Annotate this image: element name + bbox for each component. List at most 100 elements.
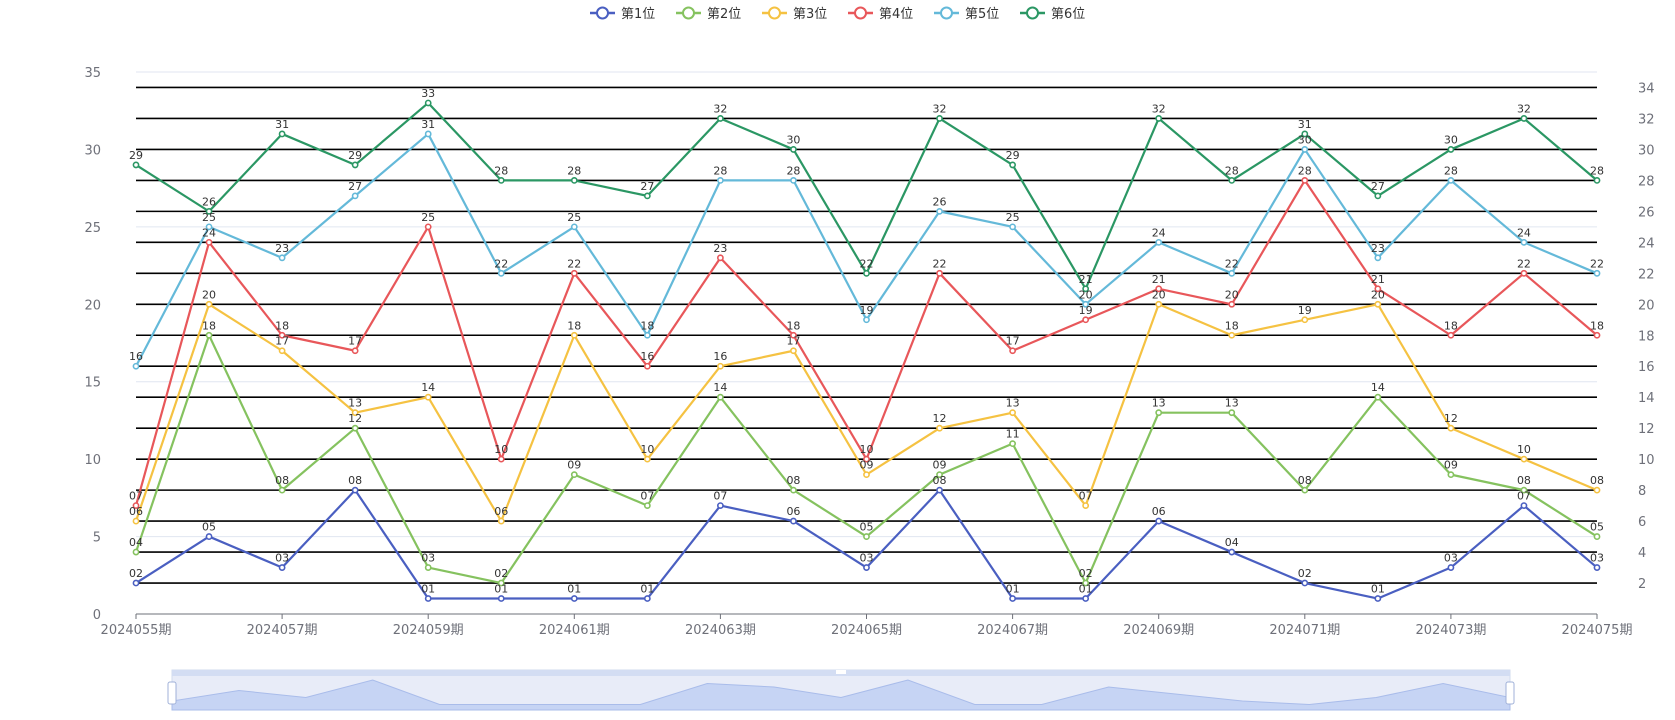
data-point[interactable] bbox=[1301, 316, 1309, 324]
data-point[interactable] bbox=[1374, 285, 1382, 293]
data-point[interactable] bbox=[1155, 115, 1163, 122]
data-point[interactable] bbox=[1374, 254, 1382, 262]
data-point[interactable] bbox=[790, 517, 797, 525]
data-point[interactable] bbox=[1009, 595, 1016, 602]
data-point[interactable] bbox=[643, 362, 651, 370]
data-point[interactable] bbox=[790, 486, 797, 494]
data-point[interactable] bbox=[1228, 300, 1236, 308]
data-point[interactable] bbox=[1228, 331, 1236, 339]
data-point[interactable] bbox=[936, 471, 943, 479]
legend-item-4[interactable]: 第4位 bbox=[848, 6, 913, 22]
data-point[interactable] bbox=[1520, 455, 1528, 463]
data-point[interactable] bbox=[1374, 192, 1382, 200]
data-point[interactable] bbox=[936, 207, 943, 215]
data-point[interactable] bbox=[205, 207, 213, 215]
data-point[interactable] bbox=[205, 223, 213, 231]
data-point[interactable] bbox=[1155, 300, 1163, 308]
legend-item-1[interactable]: 第1位 bbox=[590, 6, 655, 22]
data-point[interactable] bbox=[570, 269, 578, 277]
data-point[interactable] bbox=[497, 455, 505, 463]
data-point[interactable] bbox=[1155, 285, 1163, 293]
data-point[interactable] bbox=[717, 115, 724, 122]
data-point[interactable] bbox=[424, 130, 432, 138]
data-point[interactable] bbox=[497, 595, 505, 602]
data-point[interactable] bbox=[1593, 176, 1601, 184]
data-point[interactable] bbox=[863, 269, 870, 277]
data-point[interactable] bbox=[351, 424, 359, 432]
data-point[interactable] bbox=[717, 393, 724, 401]
data-point[interactable] bbox=[1374, 393, 1382, 401]
data-point[interactable] bbox=[132, 161, 140, 169]
data-point[interactable] bbox=[351, 192, 359, 200]
data-point[interactable] bbox=[1593, 564, 1601, 571]
data-point[interactable] bbox=[863, 471, 870, 479]
data-point[interactable] bbox=[1009, 440, 1016, 448]
data-point[interactable] bbox=[570, 176, 578, 184]
data-point[interactable] bbox=[351, 409, 359, 417]
data-point[interactable] bbox=[1520, 502, 1528, 509]
data-point[interactable] bbox=[132, 517, 140, 525]
data-point[interactable] bbox=[1082, 579, 1090, 587]
data-point[interactable] bbox=[1082, 285, 1090, 293]
data-point[interactable] bbox=[570, 471, 578, 479]
data-point[interactable] bbox=[863, 455, 870, 463]
data-point[interactable] bbox=[1228, 176, 1236, 184]
data-point[interactable] bbox=[1593, 269, 1601, 277]
data-point[interactable] bbox=[717, 362, 724, 370]
data-point[interactable] bbox=[717, 502, 724, 509]
data-point[interactable] bbox=[1082, 595, 1090, 602]
data-point[interactable] bbox=[1228, 409, 1236, 417]
data-point[interactable] bbox=[424, 393, 432, 401]
data-point[interactable] bbox=[1301, 486, 1309, 494]
data-point[interactable] bbox=[1520, 238, 1528, 246]
data-zoom-slider[interactable] bbox=[167, 669, 1515, 711]
data-point[interactable] bbox=[205, 331, 213, 339]
data-point[interactable] bbox=[643, 331, 651, 339]
data-point[interactable] bbox=[790, 146, 797, 153]
data-point[interactable] bbox=[936, 424, 943, 432]
data-point[interactable] bbox=[1447, 176, 1455, 184]
data-point[interactable] bbox=[1155, 238, 1163, 246]
data-point[interactable] bbox=[1301, 176, 1309, 184]
data-point[interactable] bbox=[1520, 486, 1528, 494]
data-point[interactable] bbox=[1228, 269, 1236, 277]
data-point[interactable] bbox=[717, 254, 724, 262]
data-point[interactable] bbox=[1447, 564, 1455, 571]
data-point[interactable] bbox=[1009, 161, 1016, 169]
legend-item-2[interactable]: 第2位 bbox=[676, 6, 741, 22]
data-point[interactable] bbox=[1082, 300, 1090, 308]
data-point[interactable] bbox=[1447, 146, 1455, 153]
data-point[interactable] bbox=[1155, 517, 1163, 525]
data-point[interactable] bbox=[1082, 316, 1090, 324]
data-point[interactable] bbox=[1228, 548, 1236, 556]
data-point[interactable] bbox=[863, 316, 870, 324]
data-point[interactable] bbox=[1447, 331, 1455, 339]
data-point[interactable] bbox=[1301, 146, 1309, 153]
data-point[interactable] bbox=[570, 331, 578, 339]
data-point[interactable] bbox=[1155, 409, 1163, 417]
data-point[interactable] bbox=[205, 300, 213, 308]
data-point[interactable] bbox=[351, 347, 359, 355]
zoom-move-handle[interactable] bbox=[836, 670, 846, 674]
data-point[interactable] bbox=[497, 176, 505, 184]
data-point[interactable] bbox=[1374, 595, 1382, 602]
data-point[interactable] bbox=[790, 347, 797, 355]
data-point[interactable] bbox=[424, 99, 432, 107]
data-point[interactable] bbox=[570, 595, 578, 602]
data-point[interactable] bbox=[1374, 300, 1382, 308]
data-point[interactable] bbox=[205, 238, 213, 246]
data-point[interactable] bbox=[205, 533, 213, 540]
data-point[interactable] bbox=[570, 223, 578, 231]
data-point[interactable] bbox=[132, 362, 140, 370]
zoom-handle-left[interactable] bbox=[167, 681, 177, 705]
data-point[interactable] bbox=[1009, 347, 1016, 355]
data-point[interactable] bbox=[936, 269, 943, 277]
legend-item-6[interactable]: 第6位 bbox=[1020, 6, 1085, 22]
data-point[interactable] bbox=[1301, 130, 1309, 138]
data-point[interactable] bbox=[863, 533, 870, 540]
data-point[interactable] bbox=[351, 161, 359, 169]
data-point[interactable] bbox=[643, 502, 651, 509]
data-point[interactable] bbox=[278, 564, 286, 571]
data-point[interactable] bbox=[863, 564, 870, 571]
data-point[interactable] bbox=[643, 192, 651, 200]
